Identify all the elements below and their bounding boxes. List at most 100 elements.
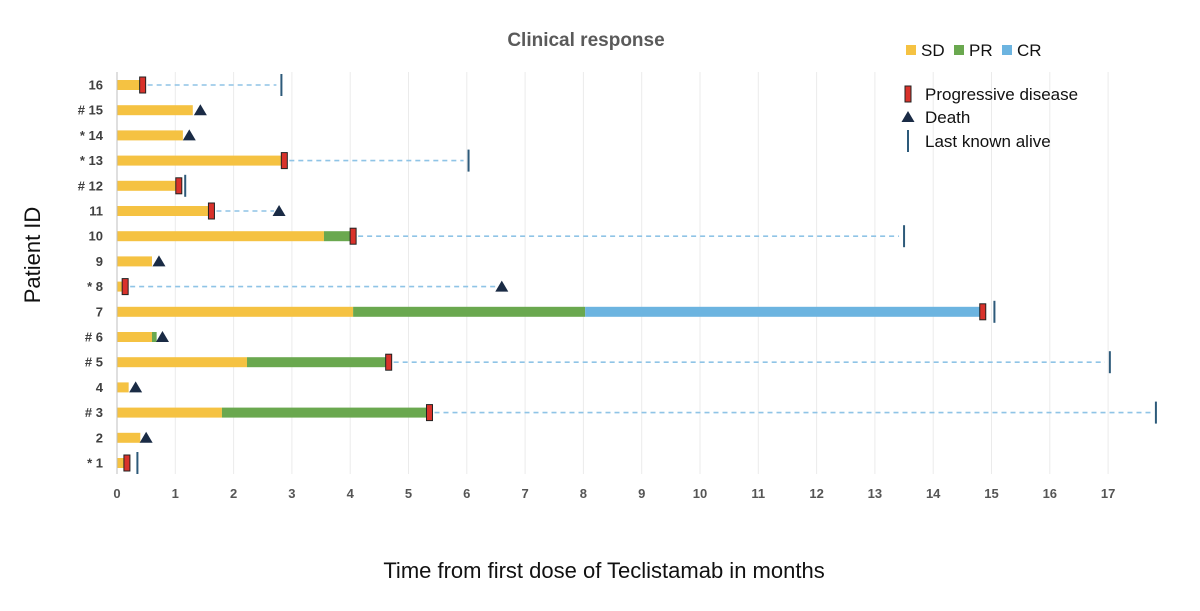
response-bar-sd (117, 80, 142, 90)
x-tick-label: 15 (984, 486, 998, 501)
response-bar-sd (117, 382, 129, 393)
patient-row: * 1 (87, 452, 139, 474)
x-tick-label: 14 (926, 486, 941, 501)
legend-item-sd: SD (906, 41, 945, 60)
progression-marker (207, 202, 215, 220)
legend-swatch (1002, 45, 1012, 55)
patient-id-label: 9 (96, 254, 103, 269)
death-marker (901, 111, 915, 122)
patient-id-label: * 8 (87, 279, 103, 294)
y-axis-label: Patient ID (20, 207, 45, 304)
patient-id-label: 11 (89, 204, 103, 219)
response-bar-sd (117, 105, 193, 116)
patient-row: 10 (89, 225, 906, 248)
patient-id-label: 7 (96, 304, 103, 319)
progression-marker (280, 152, 288, 170)
progression-marker (349, 227, 357, 245)
progression-marker (904, 85, 912, 103)
patient-row: 2 (96, 430, 153, 445)
response-bar-pr (221, 407, 428, 418)
response-bar-pr (151, 332, 157, 342)
response-bar-sd (117, 256, 152, 267)
x-axis-label: Time from first dose of Teclistamab in m… (383, 558, 824, 583)
patient-row: * 14 (80, 128, 196, 143)
response-bar-sd (117, 281, 123, 292)
death-marker (495, 280, 509, 292)
death-marker (272, 205, 286, 216)
response-bar-sd (117, 180, 178, 191)
chart-title: Clinical response (507, 30, 664, 51)
legend-label: SD (921, 41, 945, 60)
patient-id-label: # 5 (85, 355, 103, 370)
patient-row: # 15 (78, 103, 207, 118)
progression-marker (425, 404, 433, 422)
death-marker (152, 255, 166, 267)
patient-id-label: # 15 (78, 103, 103, 118)
response-bar-pr (247, 357, 387, 368)
death-marker (139, 431, 153, 443)
patient-id-label: 2 (96, 430, 103, 445)
patient-id-label: 10 (89, 229, 103, 244)
death-marker (129, 381, 143, 393)
x-tick-label: 3 (288, 486, 295, 501)
legend-item-death: Death (901, 108, 970, 127)
x-tick-label: 2 (230, 486, 237, 501)
x-tick-label: 0 (113, 486, 120, 501)
x-tick-label: 1 (172, 486, 179, 501)
grid-lines (174, 72, 1109, 474)
death-marker (193, 104, 207, 116)
legend-swatch (954, 45, 964, 55)
x-tick-label: 7 (521, 486, 528, 501)
progression-marker (979, 303, 987, 321)
legend-swatch (906, 45, 916, 55)
legend-label: Progressive disease (925, 85, 1078, 104)
patient-row: # 5 (85, 351, 1111, 374)
legend-item-pr: PR (954, 41, 993, 60)
x-tick-label: 10 (693, 486, 707, 501)
x-tick-label: 12 (809, 486, 823, 501)
response-bar-sd (117, 155, 284, 166)
x-tick-label: 13 (868, 486, 882, 501)
patient-row: 7 (96, 300, 996, 323)
response-bar-sd (117, 206, 211, 216)
legend-label: PR (969, 41, 993, 60)
death-marker (155, 331, 169, 342)
x-tick-label: 9 (638, 486, 645, 501)
progression-marker (385, 353, 393, 371)
legend-label: Last known alive (925, 132, 1051, 151)
x-tick-label: 6 (463, 486, 470, 501)
x-tick-label: 5 (405, 486, 412, 501)
x-tick-label: 11 (751, 486, 765, 501)
legend-item-alive: Last known alive (907, 130, 1051, 152)
progression-marker (121, 278, 129, 296)
patient-row: * 13 (80, 149, 470, 172)
response-bar-sd (117, 332, 152, 342)
patient-row: 4 (96, 380, 143, 395)
patient-id-label: # 6 (85, 330, 103, 345)
response-bar-sd (117, 130, 183, 141)
patient-id-label: 4 (96, 380, 104, 395)
progression-marker (139, 76, 147, 94)
legend-item-pd: Progressive disease (904, 85, 1078, 104)
patient-row: # 12 (78, 174, 187, 197)
response-bar-sd (117, 357, 248, 368)
progression-marker (175, 177, 183, 195)
response-bar-sd (117, 458, 125, 468)
patient-id-label: # 12 (78, 178, 103, 193)
x-tick-label: 16 (1043, 486, 1057, 501)
death-marker (182, 129, 196, 141)
patient-row: * 8 (87, 278, 509, 296)
patient-id-label: * 1 (87, 456, 103, 471)
response-bar-sd (117, 407, 222, 418)
patient-row: 16 (89, 74, 283, 96)
response-bar-sd (117, 432, 141, 443)
legend: SD PR CR Progressive disease Death Last known… (901, 41, 1078, 152)
response-bar-sd (117, 306, 354, 317)
response-bar-pr (353, 306, 586, 317)
patient-id-label: # 3 (85, 405, 103, 420)
legend-item-cr: CR (1002, 41, 1042, 60)
x-tick-label: 17 (1101, 486, 1115, 501)
response-bar-pr (323, 231, 352, 242)
